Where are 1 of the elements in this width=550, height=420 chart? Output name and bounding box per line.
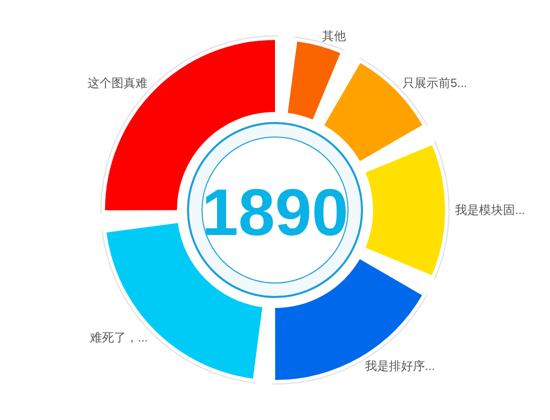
annotation: 1890 <box>202 175 348 249</box>
